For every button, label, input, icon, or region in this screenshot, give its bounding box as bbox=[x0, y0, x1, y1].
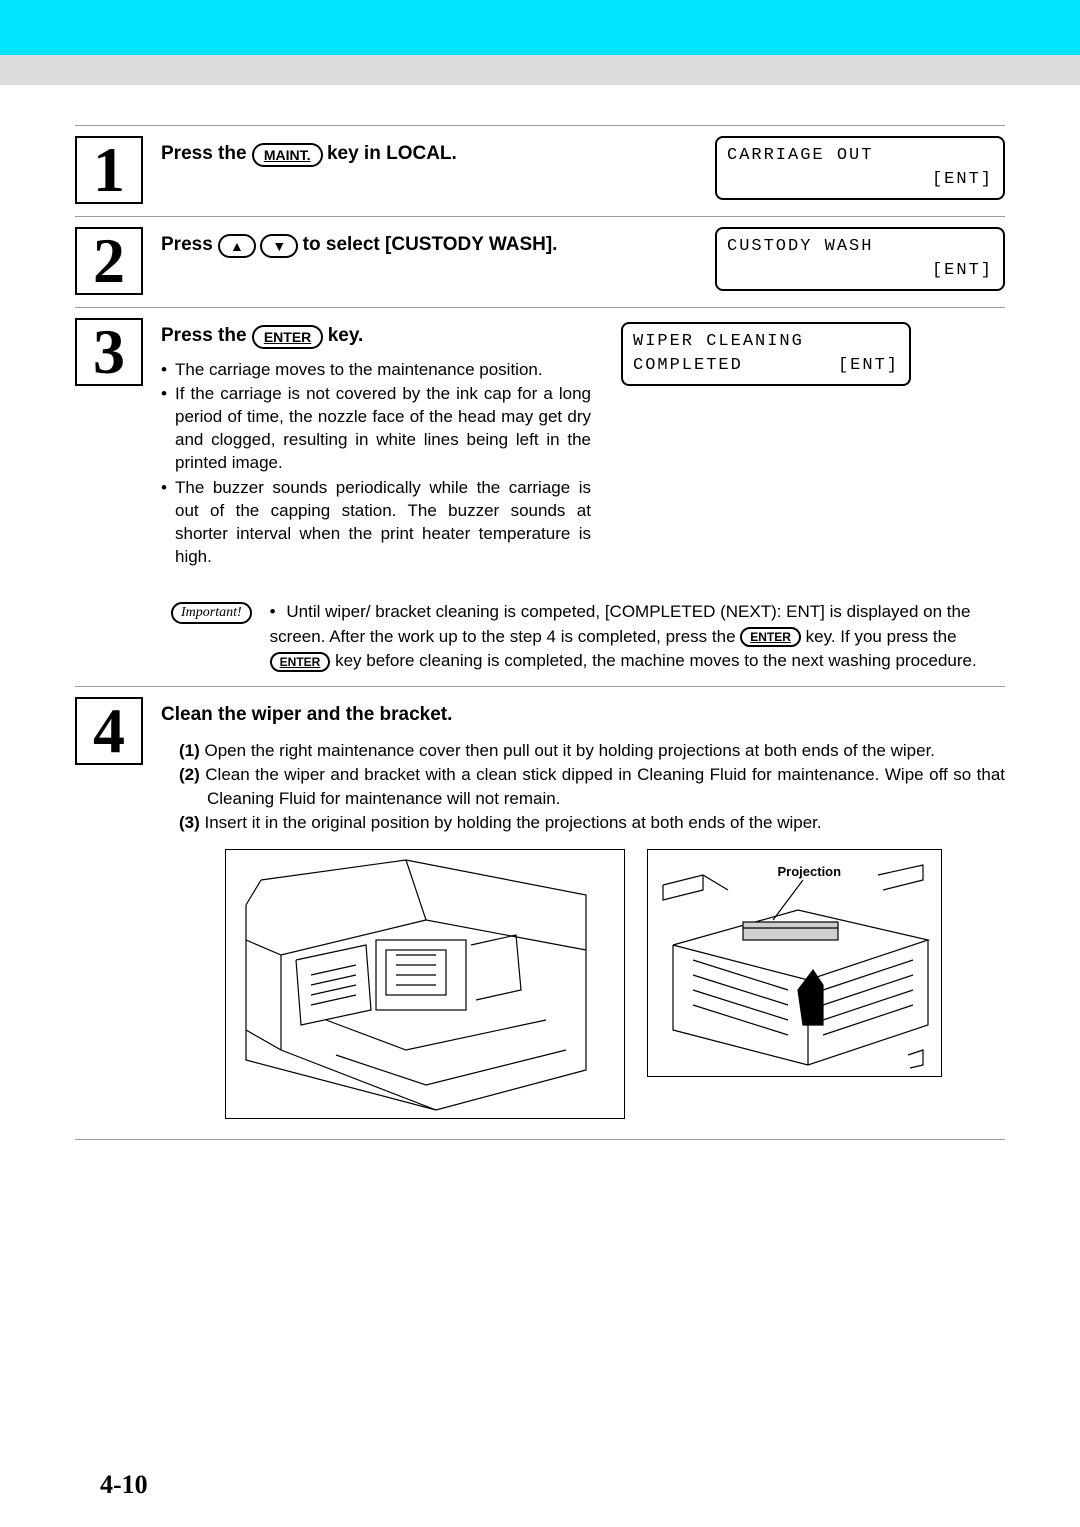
step-1-row: 1 Press the MAINT. key in LOCAL. CARRIAG… bbox=[75, 125, 1005, 204]
step-3-bullets: The carriage moves to the maintenance po… bbox=[161, 359, 591, 569]
step-2-row: 2 Press ▲ ▼ to select [CUSTODY WASH]. CU… bbox=[75, 216, 1005, 295]
display-line1: CARRIAGE OUT bbox=[727, 144, 993, 168]
projection-label: Projection bbox=[778, 864, 842, 879]
step-1-display: CARRIAGE OUT [ENT] bbox=[715, 136, 1005, 200]
step-2-title-pre: Press bbox=[161, 234, 218, 255]
step-4-substeps: (1) Open the right maintenance cover the… bbox=[161, 739, 1005, 834]
bullet-2: If the carriage is not covered by the in… bbox=[175, 383, 591, 475]
important-note: Important! • Until wiper/ bracket cleani… bbox=[161, 600, 1005, 674]
step-1-title-pre: Press the bbox=[161, 143, 252, 164]
step-3-body: Press the ENTER key. The carriage moves … bbox=[161, 318, 1005, 674]
step-4-body: Clean the wiper and the bracket. (1) Ope… bbox=[161, 697, 1005, 1119]
display-line2a: COMPLETED bbox=[633, 354, 743, 378]
diagram-wiper: Projection bbox=[647, 849, 942, 1077]
substep-3: (3) Insert it in the original position b… bbox=[179, 811, 1005, 835]
important-text-b: key. If you press the bbox=[806, 627, 957, 646]
enter-key-inline-2: ENTER bbox=[270, 652, 331, 672]
step-2-title-post: to select [CUSTODY WASH]. bbox=[303, 234, 558, 255]
arrow-up-key: ▲ bbox=[218, 234, 256, 258]
page-content: 1 Press the MAINT. key in LOCAL. CARRIAG… bbox=[0, 85, 1080, 1520]
substep-2: (2) Clean the wiper and bracket with a c… bbox=[179, 763, 1005, 811]
important-text-c: key before cleaning is completed, the ma… bbox=[335, 651, 977, 670]
display-line2b: [ENT] bbox=[838, 354, 899, 378]
step-2-body: Press ▲ ▼ to select [CUSTODY WASH]. bbox=[161, 227, 715, 260]
step-3-row: 3 Press the ENTER key. The carriage move… bbox=[75, 307, 1005, 674]
display-line1: WIPER CLEANING bbox=[633, 330, 899, 354]
display-line1: CUSTODY WASH bbox=[727, 235, 993, 259]
step-4-number: 4 bbox=[75, 697, 143, 765]
page-number: 4-10 bbox=[100, 1470, 1005, 1500]
step-3-title-post: key. bbox=[328, 325, 364, 346]
display-line2: [ENT] bbox=[727, 168, 993, 192]
wiper-illustration bbox=[648, 850, 943, 1078]
display-line2: [ENT] bbox=[727, 259, 993, 283]
bullet-3: The buzzer sounds periodically while the… bbox=[175, 477, 591, 569]
header-cyan-bar bbox=[0, 0, 1080, 55]
substep-1: (1) Open the right maintenance cover the… bbox=[179, 739, 1005, 763]
enter-key: ENTER bbox=[252, 325, 323, 349]
header-gray-bar bbox=[0, 55, 1080, 85]
step-2-number: 2 bbox=[75, 227, 143, 295]
step-1-body: Press the MAINT. key in LOCAL. bbox=[161, 136, 715, 169]
important-text: • Until wiper/ bracket cleaning is compe… bbox=[270, 600, 1005, 674]
step-3-display: WIPER CLEANING COMPLETED [ENT] bbox=[621, 322, 911, 386]
maint-key: MAINT. bbox=[252, 143, 323, 167]
important-badge: Important! bbox=[171, 602, 252, 624]
diagram-row: Projection bbox=[161, 849, 1005, 1119]
step-1-number: 1 bbox=[75, 136, 143, 204]
diagram-printer bbox=[225, 849, 625, 1119]
arrow-down-key: ▼ bbox=[260, 234, 298, 258]
step-2-display: CUSTODY WASH [ENT] bbox=[715, 227, 1005, 291]
step-3-title-pre: Press the bbox=[161, 325, 252, 346]
step-3-number: 3 bbox=[75, 318, 143, 386]
printer-illustration bbox=[226, 850, 626, 1120]
bullet-1: The carriage moves to the maintenance po… bbox=[175, 359, 591, 382]
step-4-title: Clean the wiper and the bracket. bbox=[161, 701, 1005, 730]
enter-key-inline-1: ENTER bbox=[740, 627, 801, 647]
step-1-title-post: key in LOCAL. bbox=[327, 143, 457, 164]
step-4-row: 4 Clean the wiper and the bracket. (1) O… bbox=[75, 686, 1005, 1140]
